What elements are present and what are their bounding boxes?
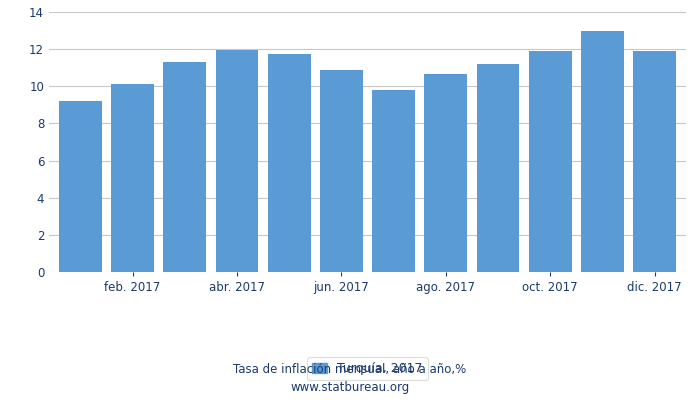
Bar bbox=[424, 74, 467, 272]
Bar bbox=[320, 70, 363, 272]
Bar bbox=[372, 90, 415, 272]
Text: www.statbureau.org: www.statbureau.org bbox=[290, 382, 410, 394]
Text: Tasa de inflación mensual, año a año,%: Tasa de inflación mensual, año a año,% bbox=[233, 364, 467, 376]
Bar bbox=[634, 51, 676, 272]
Bar bbox=[216, 50, 258, 272]
Bar bbox=[268, 54, 311, 272]
Bar bbox=[477, 64, 519, 272]
Legend: Turquía, 2017: Turquía, 2017 bbox=[307, 357, 428, 380]
Bar bbox=[111, 84, 154, 272]
Bar bbox=[59, 101, 102, 272]
Bar bbox=[581, 30, 624, 272]
Bar bbox=[528, 51, 572, 272]
Bar bbox=[163, 62, 206, 272]
